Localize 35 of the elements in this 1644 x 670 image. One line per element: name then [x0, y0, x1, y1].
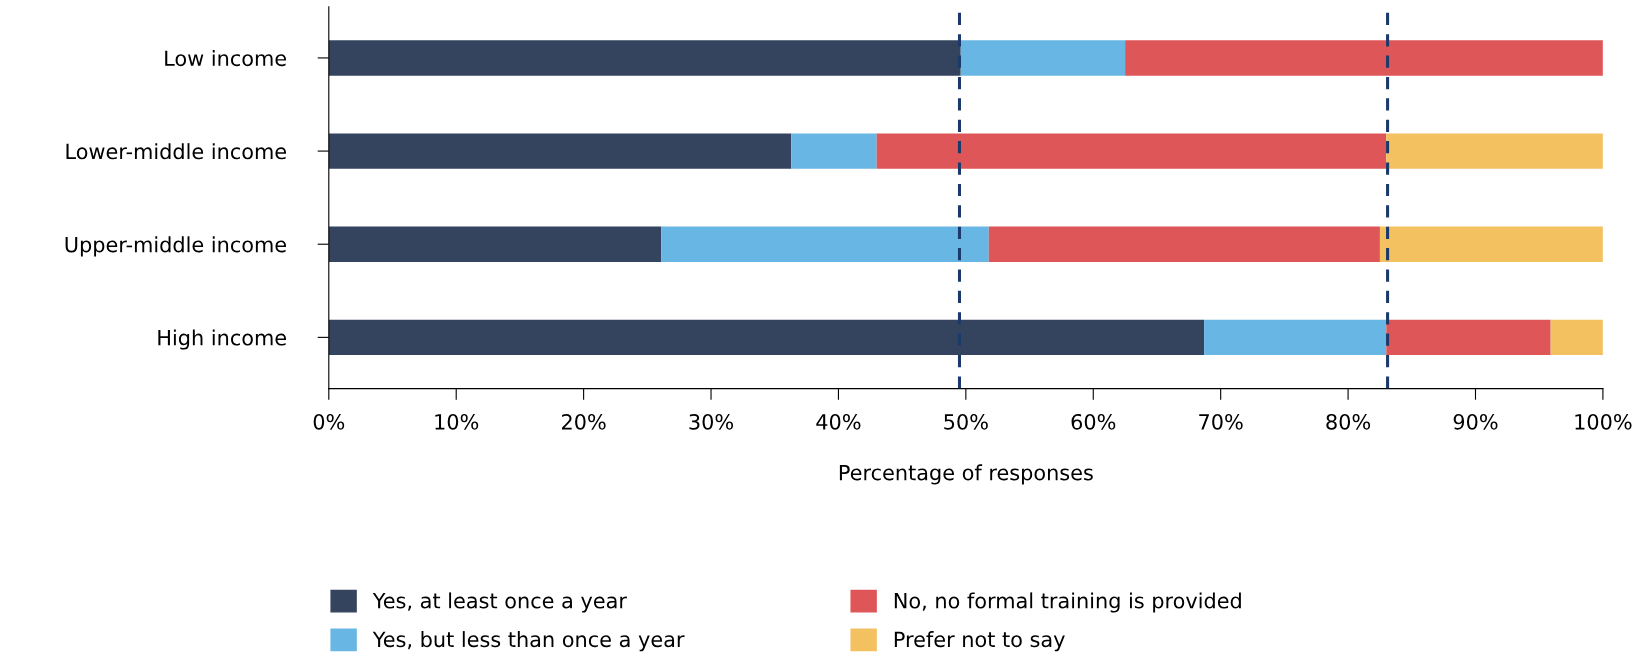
bar — [960, 40, 1126, 76]
x-tick-label: 100% — [1575, 413, 1632, 430]
legend-label: Yes, at least once a year — [372, 592, 627, 613]
legend-label: Prefer not to say — [894, 631, 1065, 652]
bar — [791, 133, 877, 169]
legend-label: No, no formal training is provided — [894, 592, 1241, 613]
x-tick-label: 10% — [435, 413, 479, 430]
x-axis-title: Percentage of responses — [839, 464, 1093, 485]
y-tick-label: High income — [158, 329, 287, 350]
bar — [1550, 319, 1603, 356]
bar — [1125, 40, 1603, 76]
legend-label: Yes, but less than once a year — [372, 631, 685, 652]
bar — [876, 133, 1387, 169]
x-tick-label: 60% — [1071, 413, 1116, 430]
x-tick-label: 40% — [816, 413, 861, 430]
y-tick-label: Upper-middle income — [65, 236, 287, 257]
x-tick-label: 90% — [1453, 413, 1498, 430]
bar — [1204, 319, 1387, 356]
y-tick-label: Low income — [165, 50, 287, 67]
bar — [661, 226, 989, 262]
bar — [1386, 133, 1603, 169]
bar — [328, 133, 792, 169]
bar — [328, 40, 961, 76]
bar — [328, 226, 662, 262]
bar — [1379, 226, 1603, 262]
x-tick-label: 20% — [561, 413, 606, 430]
x-tick-label: 50% — [944, 413, 988, 430]
x-tick-label: 30% — [689, 413, 734, 430]
x-tick-label: 0% — [313, 413, 345, 430]
x-tick-label: 80% — [1326, 413, 1371, 430]
y-tick-label: Lower-middle income — [66, 143, 287, 160]
bar — [328, 319, 1205, 356]
bar — [988, 226, 1380, 262]
bar — [1386, 319, 1551, 356]
x-tick-label: 70% — [1199, 413, 1243, 430]
